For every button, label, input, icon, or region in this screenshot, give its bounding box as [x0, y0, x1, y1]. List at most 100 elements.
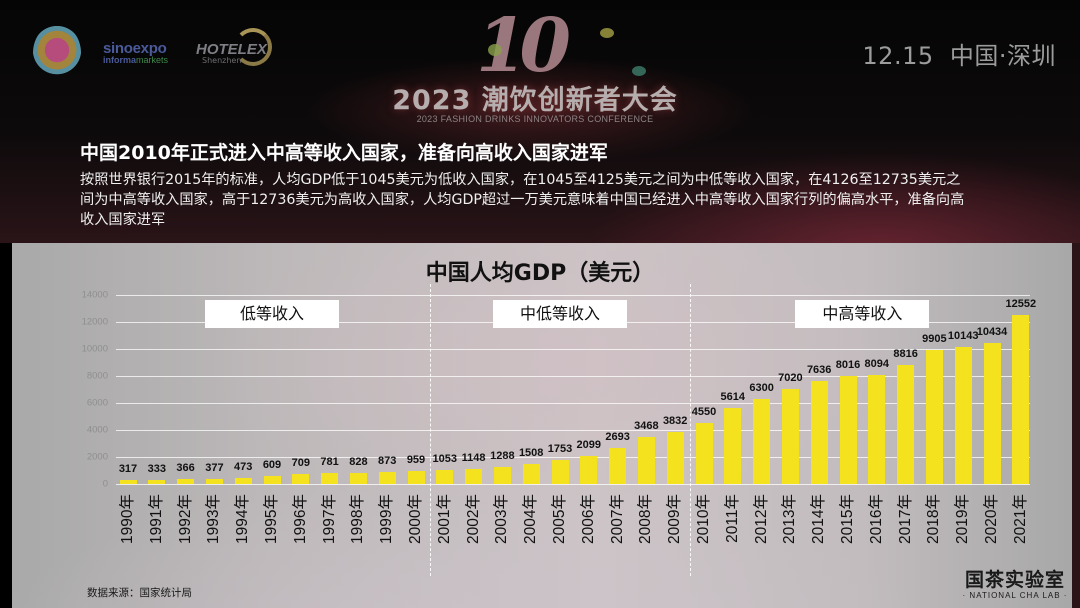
lab-logo-en: · NATIONAL CHA LAB · [962, 591, 1068, 600]
bar-value-label: 3468 [634, 420, 659, 433]
x-axis-label: 2021年 [1011, 494, 1029, 544]
bar [292, 474, 310, 484]
bar-value-label: 1753 [547, 443, 573, 456]
x-axis-label: 2007年 [608, 494, 626, 544]
x-axis-label: 2015年 [839, 494, 856, 544]
x-axis-label: 1993年 [205, 494, 223, 544]
bar-value-label: 10143 [947, 330, 979, 343]
bar-value-label: 2693 [605, 430, 630, 443]
bar [781, 389, 799, 484]
slide-description: 按照世界银行2015年的标准，人均GDP低于1045美元为低收入国家，在1045… [80, 172, 965, 228]
x-axis-label: 2002年 [464, 494, 482, 544]
bar-value-label: 5614 [720, 391, 746, 404]
x-axis-label: 2017年 [896, 494, 914, 544]
y-axis-tick: 6000 [86, 397, 108, 409]
bar-value-label: 781 [320, 456, 339, 469]
bar [695, 422, 713, 484]
x-axis-label: 1998年 [349, 494, 367, 544]
bar-value-label: 4550 [691, 405, 717, 418]
bar-value-label: 7020 [778, 372, 803, 385]
lemon-decoration-icon [600, 28, 614, 38]
gridline [116, 484, 1030, 485]
y-axis-tick: 4000 [86, 424, 108, 436]
conference-title: 2023 潮饮创新者大会 [392, 85, 678, 116]
gridline [116, 295, 1030, 296]
bar [1012, 314, 1030, 484]
x-axis-label: 2010年 [695, 494, 712, 544]
x-axis-label: 2020年 [983, 494, 1000, 544]
hotelex-logo: HOTELEX Shenzhen [196, 28, 278, 70]
gridline [116, 349, 1030, 350]
x-axis-label: 1999年 [378, 494, 396, 544]
bar-value-label: 333 [147, 462, 166, 475]
x-axis-label: 1994年 [234, 494, 252, 544]
bar [119, 479, 137, 484]
x-axis-label: 2019年 [954, 494, 972, 544]
bar-value-label: 609 [262, 458, 282, 471]
bar [724, 408, 742, 484]
bar [897, 364, 915, 484]
income-band-divider [689, 284, 691, 576]
bar-value-label: 1148 [461, 451, 486, 464]
y-axis-tick: 14000 [81, 289, 108, 301]
x-axis-label: 2004年 [522, 494, 540, 544]
bar-value-label: 8094 [864, 357, 890, 370]
bar [263, 475, 281, 484]
bar-value-label: 828 [349, 455, 368, 468]
bar [753, 398, 771, 484]
bar [637, 437, 655, 484]
bar-value-label: 8816 [893, 347, 918, 360]
bar-value-label: 366 [176, 462, 195, 475]
income-band-label: 低等收入 [205, 300, 339, 328]
bar-value-label: 873 [378, 455, 397, 468]
chart-title: 中国人均GDP（美元） [425, 261, 655, 286]
bar [205, 478, 223, 484]
hotelex-logo-text: HOTELEX [196, 41, 267, 58]
bar [551, 460, 569, 484]
bar [349, 472, 367, 484]
bar-value-label: 12552 [1005, 297, 1037, 310]
fruit-decoration-icon [488, 44, 502, 56]
lab-logo-cn: 国茶实验室 [964, 569, 1065, 591]
sinoexpo-logo-text: sinoexpo [103, 40, 167, 57]
income-band-label: 中高等收入 [795, 300, 930, 328]
income-band-divider [430, 284, 432, 576]
bar [177, 479, 195, 484]
bar [378, 472, 396, 484]
x-axis-label: 2009年 [666, 494, 684, 544]
data-source: 数据来源：国家统计局 [87, 587, 192, 599]
bar [321, 473, 339, 484]
informa-markets-text: informamarkets [103, 55, 169, 65]
bar [522, 463, 540, 484]
x-axis-label: 1992年 [176, 494, 194, 544]
y-axis-tick: 0 [102, 478, 108, 490]
bar-value-label: 1053 [432, 452, 458, 465]
bar [465, 468, 483, 484]
bar [609, 447, 627, 484]
x-axis-label: 1997年 [320, 494, 338, 544]
x-axis-label: 2014年 [810, 494, 828, 544]
x-axis-label: 2012年 [752, 494, 770, 544]
bar-value-label: 10434 [976, 326, 1008, 339]
y-axis-tick: 8000 [86, 370, 108, 382]
bar [493, 466, 511, 484]
x-axis-label: 2008年 [637, 494, 655, 544]
bar-value-label: 377 [205, 461, 224, 474]
gridline [116, 376, 1030, 377]
bar [407, 471, 425, 484]
y-axis-tick: 10000 [81, 343, 108, 355]
income-band-label: 中低等收入 [493, 300, 627, 328]
panel-edge [1072, 243, 1080, 608]
bar-value-label: 709 [291, 457, 310, 470]
bar [925, 350, 943, 484]
gridline [116, 457, 1030, 458]
bar-value-label: 9905 [922, 333, 947, 346]
y-axis-tick: 12000 [81, 316, 108, 328]
hotelex-ring-icon [234, 28, 272, 66]
x-axis-label: 2018年 [925, 494, 943, 544]
leaf-decoration-icon [632, 66, 646, 76]
bar-value-label: 1508 [518, 446, 544, 459]
bar [839, 375, 857, 484]
bar-value-label: 6300 [749, 381, 774, 394]
flower-festival-logo [33, 24, 81, 82]
